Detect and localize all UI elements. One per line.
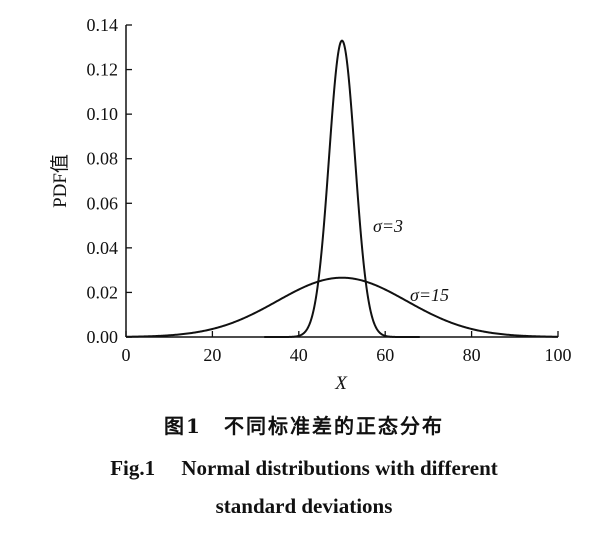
- x-tick-label: 80: [463, 345, 481, 365]
- figure-caption-chinese: 图1 不同标准差的正态分布: [164, 414, 444, 438]
- y-tick-label: 0.00: [87, 327, 119, 347]
- x-tick-label: 40: [290, 345, 308, 365]
- x-tick-label: 20: [203, 345, 221, 365]
- series-label-sigma-15: σ=15: [410, 285, 449, 305]
- labels: PDF值 X σ=3 σ=15: [49, 154, 449, 394]
- y-tick-label: 0.12: [87, 60, 119, 80]
- y-tick-label: 0.02: [87, 282, 119, 302]
- x-tick-label: 0: [122, 345, 131, 365]
- y-tick-label: 0.06: [87, 193, 119, 213]
- series-label-sigma-3: σ=3: [373, 216, 403, 236]
- figure-caption-english-line1: Fig.1 Normal distributions with differen…: [110, 456, 498, 480]
- chart: 0.00 0.02 0.04 0.06 0.08 0.10 0.12 0.14 0 20 40 60 8…: [49, 15, 572, 394]
- y-axis-label: PDF值: [49, 154, 71, 208]
- x-tick-label: 60: [376, 345, 394, 365]
- y-tick-label: 0.08: [87, 149, 119, 169]
- y-tick-label: 0.04: [87, 238, 119, 258]
- series-line-sigma-15: [125, 276, 559, 338]
- series-line-sigma-3: [264, 39, 420, 338]
- curves: [125, 39, 559, 338]
- x-tick-label: 100: [545, 345, 572, 365]
- x-axis-label: X: [334, 373, 348, 394]
- axes: 0.00 0.02 0.04 0.06 0.08 0.10 0.12 0.14 0 20 40 60 8…: [87, 15, 572, 365]
- figure-caption-english-line2: standard deviations: [215, 494, 393, 518]
- y-tick-label: 0.14: [87, 15, 119, 35]
- y-tick-label: 0.10: [87, 104, 119, 124]
